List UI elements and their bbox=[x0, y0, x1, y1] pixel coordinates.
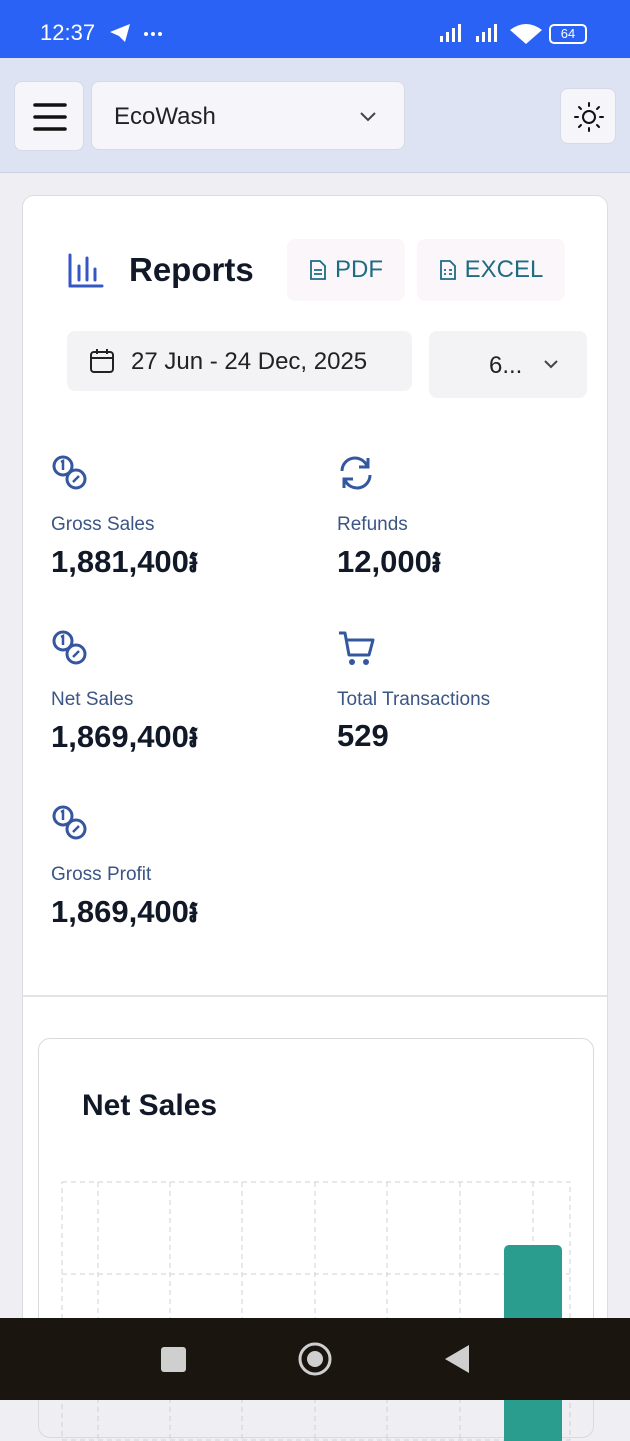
battery: 64 bbox=[549, 24, 587, 44]
nav-buttons bbox=[161, 1342, 469, 1376]
metric-value: 529 bbox=[337, 718, 389, 753]
metric-label: Gross Sales bbox=[51, 514, 155, 535]
reports-card: Reports PDF EXCEL 27 Jun - 24 Dec, 2025 … bbox=[22, 195, 608, 1441]
excel-button[interactable]: EXCEL bbox=[417, 239, 565, 301]
excel-label: EXCEL bbox=[464, 256, 544, 283]
metric: Net Sales 1,869,400៛ bbox=[51, 629, 321, 769]
store-select[interactable]: EcoWash bbox=[91, 81, 405, 150]
app-header: EcoWash bbox=[0, 58, 630, 173]
menu-icon bbox=[33, 103, 67, 131]
reports-icon bbox=[68, 253, 104, 288]
file-icon bbox=[439, 260, 456, 280]
status-icons bbox=[110, 24, 162, 42]
calendar-icon bbox=[90, 349, 114, 373]
pdf-label: PDF bbox=[335, 256, 383, 283]
metric-label: Refunds bbox=[337, 514, 408, 535]
store-name: EcoWash bbox=[114, 103, 216, 130]
chart-title: Net Sales bbox=[82, 1089, 218, 1122]
sun-icon bbox=[574, 102, 604, 132]
chevron bbox=[360, 112, 376, 122]
nav-bar bbox=[0, 1318, 630, 1400]
date-range-picker[interactable]: 27 Jun - 24 Dec, 2025 bbox=[67, 331, 412, 391]
metric-label: Net Sales bbox=[51, 689, 134, 710]
clock: 12:37 bbox=[40, 20, 96, 45]
home-button[interactable] bbox=[298, 1342, 332, 1376]
metric-label: Total Transactions bbox=[337, 689, 491, 710]
chart-grid bbox=[61, 1181, 571, 1441]
metric: Total Transactions 529 bbox=[337, 629, 607, 769]
metric-value: 1,869,400៛ bbox=[51, 719, 199, 754]
metric-value: 1,869,400៛ bbox=[51, 894, 199, 929]
signal-wifi bbox=[440, 24, 542, 44]
pdf-button[interactable]: PDF bbox=[287, 239, 405, 301]
chevron bbox=[544, 360, 558, 369]
reports-title: Reports bbox=[129, 251, 254, 288]
metric-icon bbox=[340, 456, 372, 490]
menu-button[interactable] bbox=[14, 81, 84, 151]
home-dot bbox=[307, 1351, 323, 1367]
date-range: 27 Jun - 24 Dec, 2025 bbox=[131, 348, 368, 375]
metric-icon bbox=[52, 630, 87, 665]
metric-value: 1,881,400៛ bbox=[51, 544, 199, 579]
back-button[interactable] bbox=[445, 1345, 469, 1373]
divider bbox=[23, 995, 607, 997]
metric: Gross Sales 1,881,400៛ bbox=[51, 454, 321, 594]
metric-icon bbox=[52, 805, 87, 840]
status-bar: 12:37 64 bbox=[0, 0, 630, 58]
metric-label: Gross Profit bbox=[51, 864, 152, 885]
period: 6... bbox=[489, 352, 523, 379]
metric: Gross Profit 1,869,400៛ bbox=[51, 804, 321, 944]
metric-icon bbox=[52, 455, 87, 490]
period-select[interactable]: 6... bbox=[429, 331, 587, 398]
metric-icon bbox=[339, 631, 375, 665]
recents-button[interactable] bbox=[161, 1347, 186, 1372]
file-icon bbox=[310, 260, 326, 280]
theme-toggle[interactable] bbox=[560, 88, 616, 144]
metric: Refunds 12,000៛ bbox=[337, 454, 607, 594]
metric-value: 12,000៛ bbox=[337, 544, 442, 579]
